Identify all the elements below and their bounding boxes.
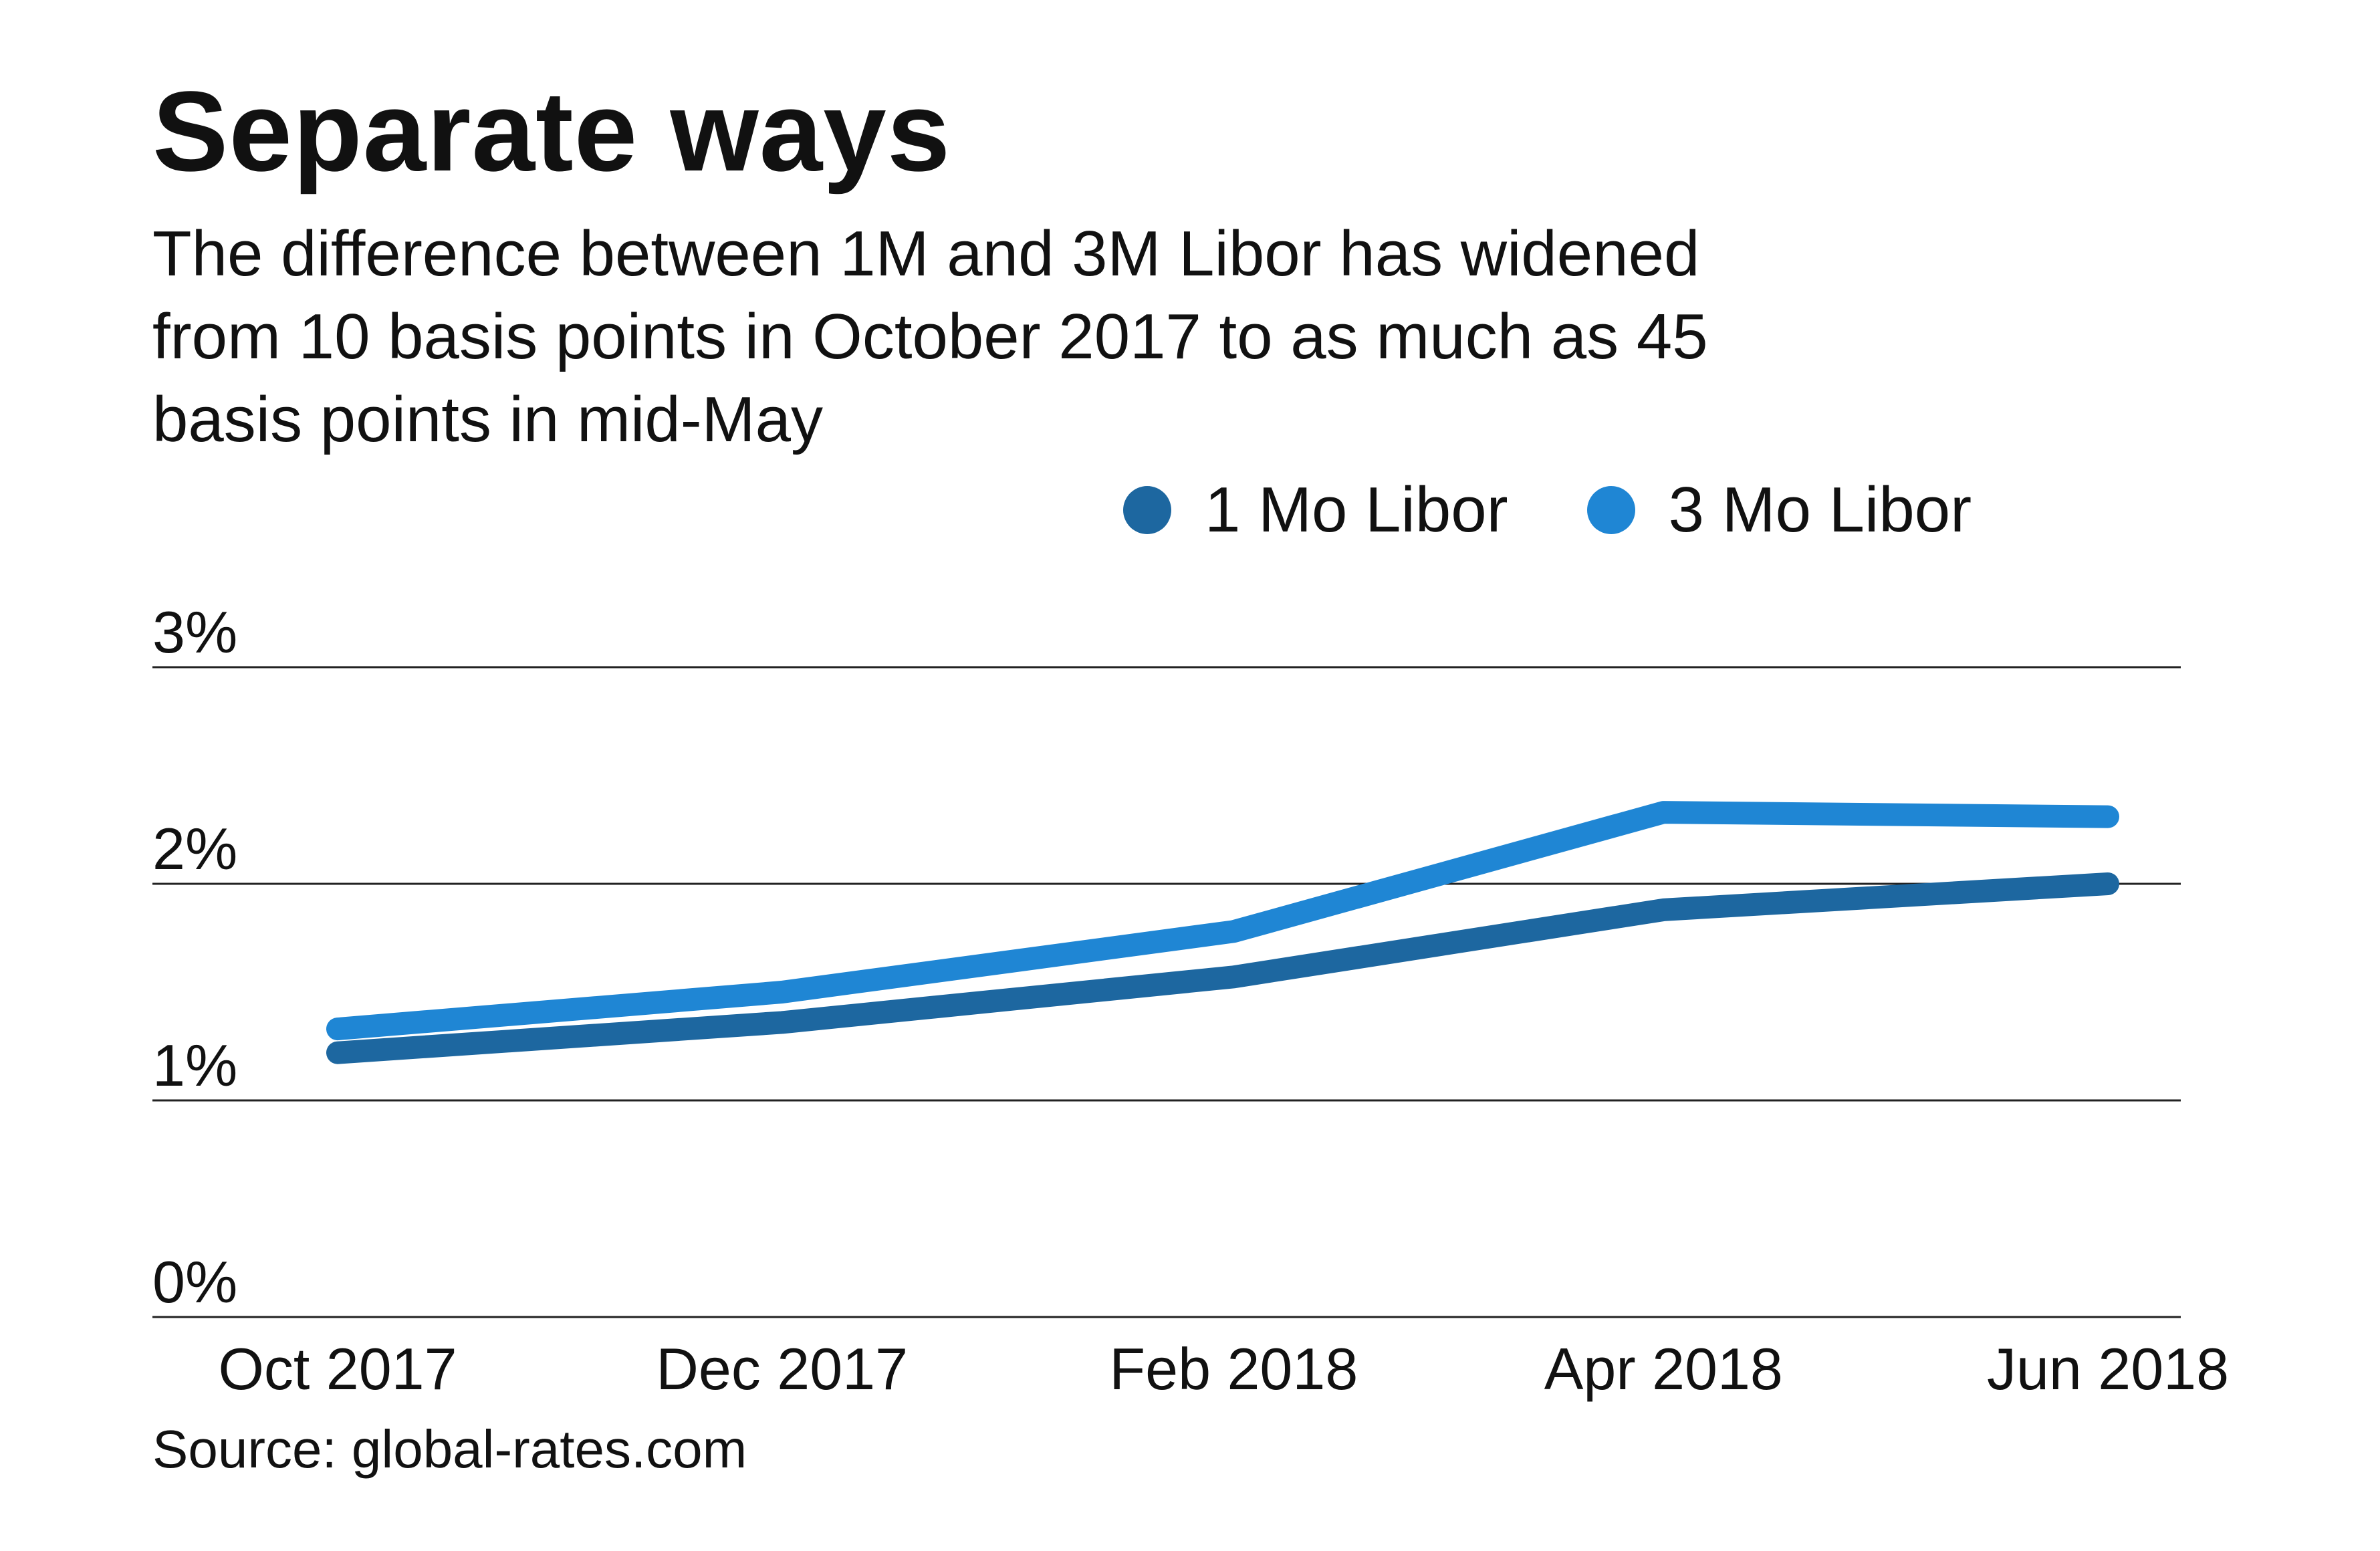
x-tick-label: Jun 2018 [1987, 1336, 2229, 1402]
y-tick-label: 2% [152, 816, 237, 882]
y-tick-label: 3% [152, 599, 237, 665]
series-line-1mo-libor [326, 872, 2119, 1064]
legend-item-3mo: 3 Mo Libor [1586, 474, 1972, 546]
chart-title: Separate ways [152, 68, 951, 195]
legend-label: 3 Mo Libor [1668, 474, 1972, 546]
legend-label: 1 Mo Libor [1205, 474, 1508, 546]
x-tick-label: Feb 2018 [1109, 1336, 1358, 1402]
x-tick-label: Dec 2017 [656, 1336, 908, 1402]
x-tick-label: Oct 2017 [218, 1336, 457, 1402]
y-tick-label: 1% [152, 1032, 237, 1098]
legend-swatch-3mo [1586, 486, 1635, 534]
chart-subtitle: The difference between 1M and 3M Libor h… [152, 213, 2158, 461]
y-tick-label: 0% [152, 1249, 237, 1315]
chart-legend: 1 Mo Libor 3 Mo Libor [1123, 478, 1972, 542]
subtitle-line: basis points in mid-May [152, 384, 824, 455]
subtitle-line: from 10 basis points in October 2017 to … [152, 301, 1708, 372]
series-line-3mo-libor [326, 801, 2119, 1041]
subtitle-line: The difference between 1M and 3M Libor h… [152, 218, 1700, 289]
source-note: Source: global-rates.com [152, 1419, 747, 1479]
legend-item-1mo: 1 Mo Libor [1123, 478, 1508, 542]
legend-swatch-1mo [1123, 486, 1171, 534]
x-tick-label: Apr 2018 [1544, 1336, 1783, 1402]
